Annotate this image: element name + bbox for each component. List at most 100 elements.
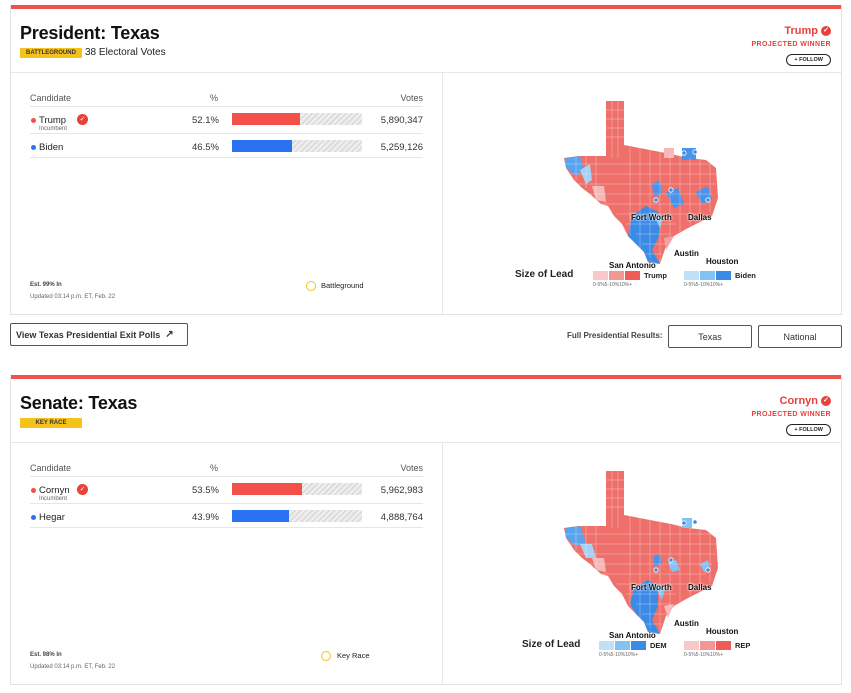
full-results-label: Full Presidential Results: (567, 331, 663, 340)
party-dot (31, 145, 36, 150)
lead-label: REP (735, 641, 751, 650)
vote-count: 5,890,347 (380, 115, 423, 126)
city-label: Austin (674, 619, 699, 628)
race-title: Senate: Texas (20, 393, 138, 413)
battleground-tag: BATTLEGROUND (20, 48, 82, 58)
winner-block: Cornyn ✓ PROJECTED WINNER + FOLLOW (751, 391, 831, 436)
vote-bar-fill (232, 140, 293, 152)
winner-check-icon: ✓ (77, 114, 88, 125)
exit-polls-button[interactable]: View Texas Presidential Exit Polls ↗ (10, 323, 188, 346)
card-header: President: Texas BATTLEGROUND 38 Elector… (11, 9, 841, 73)
vote-count: 4,888,764 (380, 512, 423, 523)
lead-swatch (684, 271, 699, 280)
winner-block: Trump ✓ PROJECTED WINNER + FOLLOW (751, 21, 831, 66)
lead-swatch (631, 641, 646, 650)
votes-header: Votes (400, 463, 423, 473)
column-divider (442, 443, 443, 684)
links-row: View Texas Presidential Exit Polls ↗ Ful… (10, 323, 842, 348)
legend-label: Key Race (337, 651, 370, 660)
candidate-name: Hegar (39, 512, 65, 523)
lead-ticks: 0-5%5-10%10%+ (684, 282, 724, 288)
party-dot (31, 488, 36, 493)
city-label: Dallas (688, 213, 712, 222)
results-table: Candidate % Votes Cornyn Incumbent ✓ 53.… (30, 443, 423, 528)
follow-button[interactable]: + FOLLOW (786, 54, 831, 66)
lead-legend-biden: Biden (684, 271, 756, 280)
battleground-circle-icon (306, 281, 316, 291)
city-label: Fort Worth (631, 583, 672, 592)
results-header: Candidate % Votes (30, 443, 423, 477)
candidate-name: Cornyn (39, 485, 70, 496)
vote-percent: 43.9% (192, 512, 219, 523)
updated-time: Updated 03:14 p.m. ET, Feb. 22 (30, 294, 116, 300)
senate-race-card: Senate: Texas KEY RACE Cornyn ✓ PROJECTE… (10, 375, 842, 685)
lead-swatch (599, 641, 614, 650)
card-body: Candidate % Votes Trump Incumbent ✓ 52.1… (11, 73, 841, 314)
results-header: Candidate % Votes (30, 73, 423, 107)
projected-winner-label: PROJECTED WINNER (751, 411, 831, 418)
vote-count: 5,962,983 (380, 485, 423, 496)
updated-time: Updated 03:14 p.m. ET, Feb. 22 (30, 664, 116, 670)
lead-legend-rep: REP (684, 641, 750, 650)
winner-label: Cornyn (779, 395, 819, 407)
national-results-button[interactable]: National (758, 325, 842, 348)
results-table: Candidate % Votes Trump Incumbent ✓ 52.1… (30, 73, 423, 158)
lead-swatch (625, 271, 640, 280)
lead-swatch (700, 641, 715, 650)
candidate-row: Trump Incumbent ✓ 52.1% 5,890,347 (30, 107, 423, 134)
key-race-circle-icon (321, 651, 331, 661)
vote-bar (232, 510, 362, 522)
incumbent-label: Incumbent (39, 496, 68, 502)
electoral-votes: 38 Electoral Votes (85, 47, 166, 58)
lead-ticks: 0-5%5-10%10%+ (684, 652, 724, 658)
lead-label: Biden (735, 271, 756, 280)
lead-swatch (716, 271, 731, 280)
city-label: Houston (706, 257, 739, 266)
city-label: Houston (706, 627, 739, 636)
lead-swatch (716, 641, 731, 650)
external-link-icon: ↗ (165, 329, 174, 340)
texas-county-map[interactable] (556, 458, 766, 638)
check-icon: ✓ (821, 26, 831, 36)
legend-label: Battleground (321, 281, 364, 290)
projected-winner-label: PROJECTED WINNER (751, 41, 831, 48)
column-divider (442, 73, 443, 314)
president-race-card: President: Texas BATTLEGROUND 38 Elector… (10, 5, 842, 315)
follow-button[interactable]: + FOLLOW (786, 424, 831, 436)
city-label: San Antonio (609, 631, 656, 640)
map-state-shape (564, 471, 718, 634)
party-dot (31, 515, 36, 520)
vote-bar (232, 483, 362, 495)
key-race-tag: KEY RACE (20, 418, 82, 428)
lead-swatch (684, 641, 699, 650)
exit-polls-label: View Texas Presidential Exit Polls (16, 329, 161, 340)
texas-results-button[interactable]: Texas (668, 325, 752, 348)
winner-check-icon: ✓ (77, 484, 88, 495)
candidate-row: Cornyn Incumbent ✓ 53.5% 5,962,983 (30, 477, 423, 504)
pct-header: % (210, 463, 219, 473)
incumbent-label: Incumbent (39, 126, 68, 132)
winner-label: Trump (784, 25, 818, 37)
lead-label: Trump (644, 271, 667, 280)
lead-ticks: 0-5%5-10%10%+ (593, 282, 633, 288)
check-icon: ✓ (821, 396, 831, 406)
vote-percent: 46.5% (192, 142, 219, 153)
texas-county-map[interactable] (556, 88, 766, 268)
vote-percent: 53.5% (192, 485, 219, 496)
card-header: Senate: Texas KEY RACE Cornyn ✓ PROJECTE… (11, 379, 841, 443)
lead-legend-trump: Trump (593, 271, 667, 280)
lead-legend-dem: DEM (599, 641, 667, 650)
city-label: Fort Worth (631, 213, 672, 222)
county-grid (564, 101, 716, 264)
lead-swatch (609, 271, 624, 280)
vote-percent: 52.1% (192, 115, 219, 126)
vote-count: 5,259,126 (380, 142, 423, 153)
vote-bar-fill (232, 510, 290, 522)
winner-name: Trump ✓ (784, 25, 831, 37)
estimate-in: Est. 99% In (30, 282, 62, 288)
candidate-name: Biden (39, 142, 64, 153)
card-top-bar (11, 5, 841, 9)
lead-swatch (700, 271, 715, 280)
lead-ticks: 0-5%5-10%10%+ (599, 652, 639, 658)
size-of-lead-title: Size of Lead (515, 269, 574, 280)
